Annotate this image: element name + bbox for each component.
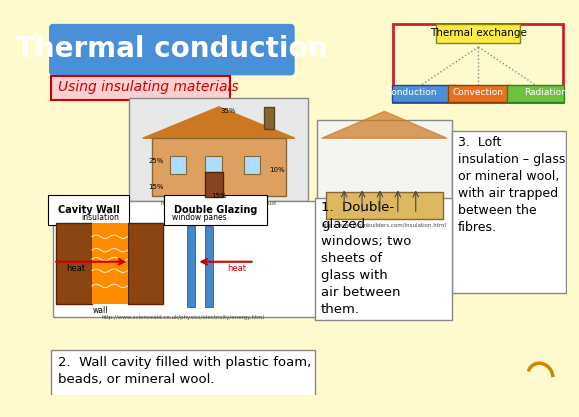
FancyBboxPatch shape (244, 156, 260, 174)
FancyBboxPatch shape (91, 223, 127, 304)
Text: Using insulating materials: Using insulating materials (58, 80, 239, 94)
Text: 3.  Loft
insulation – glass
or mineral wool,
with air trapped
between the
fibres: 3. Loft insulation – glass or mineral wo… (458, 136, 565, 234)
Polygon shape (143, 107, 295, 138)
Text: 15%: 15% (211, 193, 226, 199)
FancyBboxPatch shape (314, 198, 452, 320)
FancyBboxPatch shape (507, 85, 565, 103)
FancyBboxPatch shape (317, 121, 452, 223)
Text: 35%: 35% (220, 108, 236, 114)
Text: Cavity Wall: Cavity Wall (58, 205, 120, 215)
FancyBboxPatch shape (49, 22, 567, 395)
Text: 2.  Wall cavity filled with plastic foam,
beads, or mineral wool.: 2. Wall cavity filled with plastic foam,… (58, 356, 311, 386)
Text: heat: heat (227, 264, 246, 273)
FancyBboxPatch shape (50, 25, 294, 75)
Text: 25%: 25% (148, 158, 164, 163)
FancyBboxPatch shape (448, 85, 512, 103)
FancyBboxPatch shape (53, 201, 317, 317)
Text: heat: heat (66, 264, 85, 273)
Text: Convection: Convection (453, 88, 504, 97)
FancyBboxPatch shape (391, 85, 456, 103)
FancyBboxPatch shape (127, 223, 163, 304)
Text: window panes: window panes (172, 213, 226, 221)
Text: http://www.scienceaid.co.uk/physics/electricity/energy.html: http://www.scienceaid.co.uk/physics/elec… (101, 315, 265, 320)
FancyBboxPatch shape (263, 107, 274, 129)
FancyBboxPatch shape (188, 226, 195, 306)
Text: wall: wall (93, 306, 108, 316)
Text: http://www.atamiside.go.uk/toplite/august: http://www.atamiside.go.uk/toplite/augus… (161, 201, 277, 206)
Text: 15%: 15% (148, 184, 164, 191)
FancyBboxPatch shape (452, 131, 566, 293)
Text: 1.  Double-
glazed
windows; two
sheets of
glass with
air between
them.: 1. Double- glazed windows; two sheets of… (321, 201, 411, 316)
FancyBboxPatch shape (152, 138, 286, 196)
FancyBboxPatch shape (52, 76, 229, 100)
Text: Thermal conduction: Thermal conduction (16, 35, 327, 63)
FancyBboxPatch shape (52, 350, 314, 397)
FancyBboxPatch shape (206, 156, 222, 174)
Text: http://www.brombuilders.com/insulation.html: http://www.brombuilders.com/insulation.h… (322, 223, 447, 228)
Text: Radiation: Radiation (524, 88, 567, 97)
Text: 10%: 10% (269, 166, 285, 173)
Text: [House diagram]: [House diagram] (178, 148, 260, 158)
Text: Thermal exchange: Thermal exchange (430, 28, 527, 38)
Text: Double Glazing: Double Glazing (174, 205, 258, 215)
FancyBboxPatch shape (56, 223, 91, 304)
FancyBboxPatch shape (206, 226, 212, 306)
FancyBboxPatch shape (437, 24, 521, 43)
Text: Conduction: Conduction (386, 88, 437, 97)
FancyBboxPatch shape (170, 156, 186, 174)
FancyBboxPatch shape (206, 172, 223, 197)
FancyBboxPatch shape (129, 98, 309, 201)
FancyBboxPatch shape (393, 24, 563, 103)
FancyBboxPatch shape (326, 192, 442, 219)
Text: insulation: insulation (82, 213, 120, 221)
Polygon shape (322, 111, 447, 138)
